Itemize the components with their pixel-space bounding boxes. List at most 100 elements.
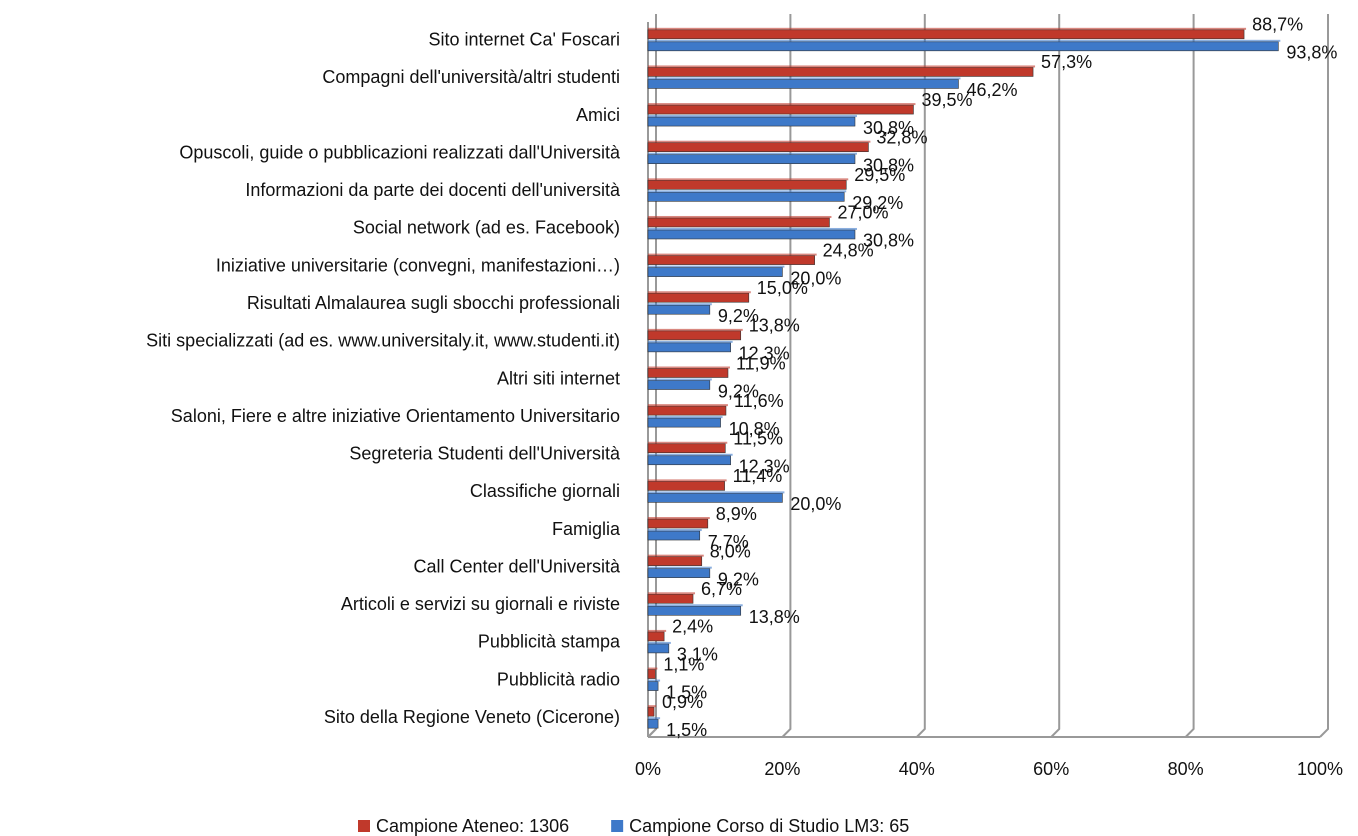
category-label: Siti specializzati (ad es. www.universit…	[146, 331, 620, 351]
bar	[647, 417, 721, 428]
bar	[647, 255, 815, 265]
bar-top	[648, 529, 702, 532]
bar-top	[648, 340, 733, 343]
bar	[647, 292, 750, 303]
bar-top	[648, 679, 661, 682]
bar	[647, 443, 726, 454]
value-label: 32,8%	[876, 127, 927, 147]
bar-top	[648, 291, 751, 294]
grid-line	[781, 14, 792, 738]
value-label: 13,8%	[749, 607, 800, 627]
category-label: Classifiche giornali	[470, 481, 620, 501]
bar	[647, 605, 742, 616]
value-label: 11,6%	[734, 391, 784, 411]
bar	[647, 530, 701, 541]
bar	[647, 368, 729, 378]
bar-top	[648, 641, 671, 644]
bar	[647, 104, 914, 115]
x-tick-label: 100%	[1297, 759, 1343, 779]
value-label: 11,9%	[736, 353, 786, 373]
x-tick-label: 80%	[1168, 759, 1204, 779]
bar-top	[648, 27, 1247, 30]
bar	[647, 718, 659, 729]
value-label: 1,5%	[666, 720, 707, 740]
value-label: 3,1%	[677, 645, 718, 665]
x-tick-label: 40%	[899, 759, 935, 779]
x-tick-label: 0%	[635, 759, 661, 779]
value-label: 13,8%	[749, 316, 800, 336]
value-label: 46,2%	[966, 80, 1017, 100]
value-label: 93,8%	[1286, 43, 1337, 63]
bar-top	[648, 416, 723, 419]
bar	[647, 669, 656, 679]
bar-top	[648, 178, 849, 181]
bar-top	[648, 566, 712, 569]
category-label: Risultati Almalaurea sugli sbocchi profe…	[247, 293, 620, 313]
bar-top	[648, 103, 916, 106]
bar	[647, 330, 742, 341]
bar-top	[648, 366, 730, 369]
value-label: 9,2%	[718, 381, 759, 401]
bar	[647, 631, 665, 642]
bar-top	[648, 77, 961, 80]
value-label: 9,2%	[718, 569, 759, 589]
bar-top	[648, 115, 857, 118]
value-label: 24,8%	[823, 240, 874, 260]
value-label: 8,0%	[710, 541, 751, 561]
bar	[647, 304, 711, 315]
grid-line	[1050, 14, 1061, 738]
bar	[647, 493, 783, 503]
bar	[647, 267, 783, 277]
category-label: Compagni dell'università/altri studenti	[322, 67, 620, 87]
legend-swatch	[358, 820, 370, 832]
category-label: Altri siti internet	[497, 368, 620, 388]
legend-label: Campione Corso di Studio LM3: 65	[629, 816, 909, 836]
value-label: 6,7%	[701, 579, 742, 599]
bar-top	[648, 554, 704, 557]
value-label: 8,9%	[716, 504, 757, 524]
bar	[647, 229, 856, 240]
bar-top	[648, 491, 785, 494]
bar	[647, 192, 845, 202]
value-label: 29,5%	[854, 165, 905, 185]
grid-line	[1184, 14, 1195, 738]
category-label: Sito della Regione Veneto (Cicerone)	[324, 707, 620, 727]
bar	[647, 681, 659, 691]
legend-swatch	[611, 820, 624, 832]
category-label: Iniziative universitarie (convegni, mani…	[216, 255, 620, 275]
bar-top	[648, 253, 817, 256]
bar	[647, 342, 731, 353]
category-label: Opuscoli, guide o pubblicazioni realizza…	[179, 142, 621, 162]
bar-top	[648, 592, 696, 595]
category-label: Informazioni da parte dei docenti dell'u…	[245, 180, 621, 200]
grid-line	[1319, 14, 1329, 738]
value-label: 29,2%	[852, 193, 903, 213]
bar-top	[648, 441, 728, 444]
bar-top	[648, 604, 743, 607]
bar	[647, 180, 847, 190]
value-label: 20,0%	[790, 268, 841, 288]
value-label: 2,4%	[672, 617, 713, 637]
bar	[647, 380, 711, 390]
value-label: 88,7%	[1252, 15, 1303, 35]
bar	[647, 116, 856, 127]
bar-top	[648, 265, 785, 268]
bar	[647, 593, 694, 604]
category-label: Amici	[576, 105, 620, 125]
category-label: Famiglia	[552, 519, 621, 539]
value-label: 7,7%	[708, 532, 749, 552]
bar-top	[648, 328, 743, 331]
value-label: 11,5%	[733, 429, 783, 449]
value-label: 11,4%	[733, 466, 783, 486]
value-label: 12,3%	[739, 344, 790, 364]
category-label: Social network (ad es. Facebook)	[353, 218, 620, 238]
bar-top	[648, 39, 1281, 42]
value-label: 30,8%	[863, 118, 914, 138]
category-label: Call Center dell'Università	[413, 556, 621, 576]
bar	[647, 643, 670, 654]
bar-top	[648, 303, 712, 306]
legend-label: Campione Ateneo: 1306	[376, 816, 569, 836]
bar-top	[648, 190, 847, 193]
bar-top	[648, 227, 857, 230]
category-label: Saloni, Fiere e altre iniziative Orienta…	[171, 406, 620, 426]
